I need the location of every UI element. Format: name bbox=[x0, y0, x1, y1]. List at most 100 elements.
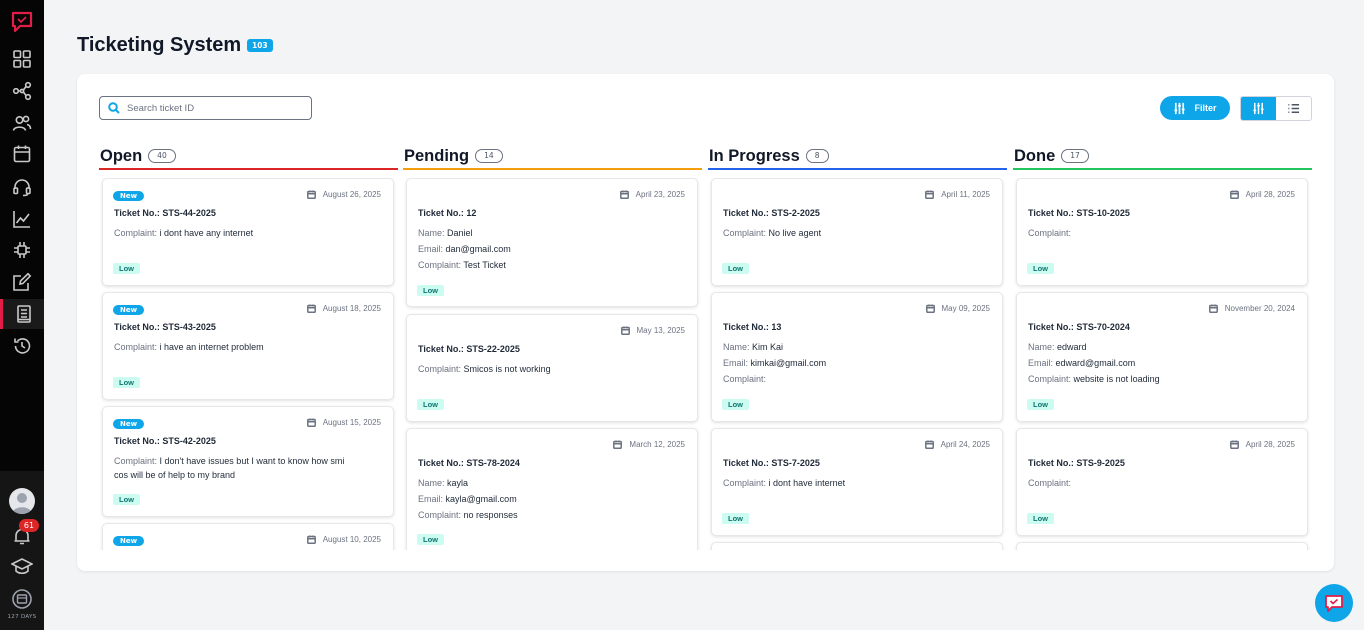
complaint-value: i dont have any internet bbox=[159, 228, 254, 238]
avatar[interactable] bbox=[9, 488, 35, 514]
user-avatar-icon bbox=[12, 493, 32, 514]
subscription-badge-icon[interactable] bbox=[11, 588, 33, 610]
name-value: edward bbox=[1057, 342, 1087, 352]
nav-tickets[interactable] bbox=[0, 299, 44, 329]
calendar-icon bbox=[306, 304, 316, 313]
users-icon bbox=[12, 115, 32, 131]
ticket-card[interactable]: May 13, 2025 Ticket No.: STS-22-2025 Com… bbox=[406, 314, 698, 422]
list-view-button[interactable] bbox=[1276, 97, 1311, 120]
ticket-number-label: Ticket No.: bbox=[114, 322, 160, 332]
ticket-number-value: STS-70-2024 bbox=[1076, 322, 1130, 332]
ticket-card[interactable]: New August 26, 2025 Ticket No.: STS-44-2… bbox=[102, 178, 394, 286]
ticket-date: March 12, 2025 bbox=[613, 440, 685, 449]
complaint-row: Complaint: Smicos is not working bbox=[418, 362, 690, 376]
kanban-view-button[interactable] bbox=[1241, 97, 1276, 120]
ticket-number: Ticket No.: STS-9-2025 bbox=[1028, 458, 1125, 468]
ticket-number-value: STS-78-2024 bbox=[466, 458, 520, 468]
ticket-date-text: August 18, 2025 bbox=[322, 304, 381, 313]
complaint-label: Complaint: bbox=[114, 228, 158, 238]
nav-calendar[interactable] bbox=[0, 139, 44, 169]
ticket-card[interactable]: New August 15, 2025 Ticket No.: STS-42-2… bbox=[102, 406, 394, 517]
ticket-number-label: Ticket No.: bbox=[1028, 458, 1074, 468]
complaint-value: website is not loading bbox=[1073, 374, 1160, 384]
column-count-badge: 40 bbox=[148, 149, 176, 163]
chat-button[interactable] bbox=[1315, 584, 1353, 622]
column-cards[interactable]: New August 26, 2025 Ticket No.: STS-44-2… bbox=[99, 178, 398, 550]
nav-edit[interactable] bbox=[0, 267, 44, 297]
ticket-date-text: August 26, 2025 bbox=[322, 190, 381, 199]
nav-dashboard[interactable] bbox=[0, 44, 44, 74]
ticket-card[interactable]: April 23, 2025 Ticket No.: 12 Name: Dani… bbox=[406, 178, 698, 307]
ticket-date: May 09, 2025 bbox=[925, 304, 990, 313]
ticket-card[interactable] bbox=[711, 542, 1003, 550]
email-value: edward@gmail.com bbox=[1055, 358, 1136, 368]
ticket-number: Ticket No.: STS-78-2024 bbox=[418, 458, 520, 468]
complaint-row-continued: cos will be of help to my brand bbox=[114, 470, 236, 480]
calendar-icon bbox=[306, 535, 316, 544]
column-header: Open 40 bbox=[99, 144, 398, 170]
ticket-card[interactable]: April 11, 2025 Ticket No.: STS-2-2025 Co… bbox=[711, 178, 1003, 286]
complaint-row: Complaint: bbox=[723, 372, 995, 386]
ticket-number-value: 13 bbox=[771, 322, 782, 332]
ticket-card[interactable]: New August 18, 2025 Ticket No.: STS-43-2… bbox=[102, 292, 394, 400]
ticket-date-text: August 10, 2025 bbox=[322, 535, 381, 544]
nav-analytics[interactable] bbox=[0, 204, 44, 234]
calendar-icon bbox=[306, 190, 316, 199]
complaint-label: Complaint: bbox=[723, 478, 767, 488]
ticket-card[interactable]: April 28, 2025 Ticket No.: STS-10-2025 C… bbox=[1016, 178, 1308, 286]
ticket-number-value: STS-42-2025 bbox=[162, 436, 216, 446]
complaint-label: Complaint: bbox=[418, 260, 462, 270]
complaint-label: Complaint: bbox=[723, 228, 767, 238]
ticket-date: August 10, 2025 bbox=[306, 535, 381, 544]
ticket-card[interactable]: April 28, 2025 Ticket No.: STS-9-2025 Co… bbox=[1016, 428, 1308, 536]
calendar-icon bbox=[924, 440, 934, 449]
nav-workflow[interactable] bbox=[0, 76, 44, 106]
ticket-card[interactable]: March 12, 2025 Ticket No.: STS-78-2024 N… bbox=[406, 428, 698, 550]
priority-badge: Low bbox=[417, 534, 444, 545]
complaint-label: Complaint: bbox=[418, 364, 462, 374]
new-badge: New bbox=[113, 536, 145, 546]
complaint-row: Complaint: bbox=[1028, 476, 1300, 490]
view-toggle bbox=[1240, 96, 1312, 121]
column-cards[interactable]: April 23, 2025 Ticket No.: 12 Name: Dani… bbox=[403, 178, 702, 550]
ticket-card[interactable]: November 20, 2024 Ticket No.: STS-70-202… bbox=[1016, 292, 1308, 422]
ticket-card[interactable] bbox=[1016, 542, 1308, 550]
ticket-number-label: Ticket No.: bbox=[723, 458, 769, 468]
ticket-number: Ticket No.: STS-7-2025 bbox=[723, 458, 820, 468]
filter-button[interactable]: Filter bbox=[1160, 96, 1230, 120]
ticket-card[interactable]: April 24, 2025 Ticket No.: STS-7-2025 Co… bbox=[711, 428, 1003, 536]
nav-history[interactable] bbox=[0, 331, 44, 361]
nav-ai[interactable] bbox=[0, 235, 44, 265]
ai-icon bbox=[14, 242, 30, 258]
name-row: Name: Kim Kai bbox=[723, 340, 995, 354]
complaint-row: Complaint: No live agent bbox=[723, 226, 995, 240]
ticket-number-value: STS-44-2025 bbox=[162, 208, 216, 218]
ticket-number-label: Ticket No.: bbox=[418, 344, 464, 354]
column-title: Done bbox=[1014, 146, 1056, 165]
email-label: Email: bbox=[723, 358, 749, 368]
brand-logo-icon[interactable] bbox=[9, 9, 35, 35]
name-label: Name: bbox=[1028, 342, 1055, 352]
new-badge: New bbox=[113, 419, 145, 429]
ticket-date-text: April 24, 2025 bbox=[940, 440, 990, 449]
ticket-number-value: 12 bbox=[466, 208, 477, 218]
column-count-badge: 8 bbox=[805, 149, 829, 163]
column-cards[interactable]: April 28, 2025 Ticket No.: STS-10-2025 C… bbox=[1013, 178, 1312, 550]
name-label: Name: bbox=[418, 228, 445, 238]
ticket-card[interactable]: May 09, 2025 Ticket No.: 13 Name: Kim Ka… bbox=[711, 292, 1003, 422]
ticket-number: Ticket No.: 13 bbox=[723, 322, 781, 332]
kanban-panel: Filter Open 40 New August 26, 2025 Ticke… bbox=[77, 74, 1334, 571]
column-header: Done 17 bbox=[1013, 144, 1312, 170]
graduation-cap-icon[interactable] bbox=[11, 557, 33, 577]
nav-users[interactable] bbox=[0, 108, 44, 138]
ticket-number-label: Ticket No.: bbox=[1028, 208, 1074, 218]
priority-badge: Low bbox=[113, 494, 140, 505]
calendar-icon bbox=[1229, 440, 1239, 449]
ticket-date-text: August 15, 2025 bbox=[322, 418, 381, 427]
search-input[interactable] bbox=[127, 102, 307, 114]
priority-badge: Low bbox=[722, 263, 749, 274]
search-box[interactable] bbox=[99, 96, 312, 120]
nav-support[interactable] bbox=[0, 172, 44, 202]
ticket-card[interactable]: New August 10, 2025 bbox=[102, 523, 394, 550]
column-cards[interactable]: April 11, 2025 Ticket No.: STS-2-2025 Co… bbox=[708, 178, 1007, 550]
